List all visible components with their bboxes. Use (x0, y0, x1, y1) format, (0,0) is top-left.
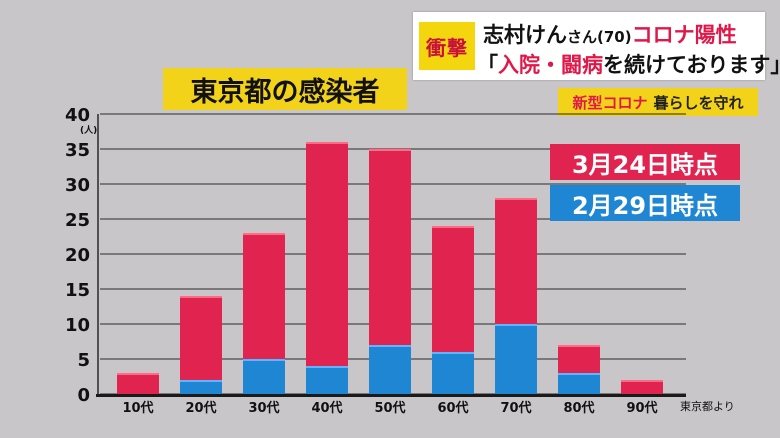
y-tick-label: 35 (65, 140, 90, 161)
bar-feb-30代 (243, 359, 285, 394)
headline-name-suffix: さん(70) (567, 28, 632, 46)
headline-name: 志村けん (483, 23, 567, 47)
chart-title: 東京都の感染者 (163, 68, 407, 110)
bar-feb-highlight (495, 324, 537, 326)
subtag-highlight: 新型コロナ (572, 93, 648, 112)
y-axis-ticks: 0 5 10 15 20 25 30 35 40 (65, 105, 90, 406)
x-tick-label: 30代 (248, 400, 279, 416)
bar-feb-70代 (495, 324, 537, 394)
bar-march-highlight (117, 373, 159, 375)
legend-march-24: 3月24日時点 (550, 144, 740, 180)
headline-status: コロナ陽性 (631, 23, 737, 47)
bar-feb-highlight (243, 359, 285, 361)
bar-feb-40代 (306, 366, 348, 394)
bar-march-highlight (306, 142, 348, 144)
x-tick-label: 70代 (500, 400, 531, 416)
bar-feb-80代 (558, 373, 600, 394)
bar-march-10代 (117, 373, 159, 394)
bar-march-90代 (621, 380, 663, 394)
x-axis-baseline (96, 394, 686, 397)
subtag-text: 暮らしを守れ (653, 93, 744, 112)
y-tick-label: 25 (65, 210, 90, 231)
headline-quote-highlight: 入院・闘病 (498, 53, 603, 77)
y-tick-label: 0 (77, 385, 90, 406)
bar-march-highlight (369, 149, 411, 151)
legend-feb-29: 2月29日時点 (550, 185, 740, 221)
x-tick-label: 10代 (122, 400, 153, 416)
x-axis-ticks: 10代 20代 30代 40代 50代 60代 70代 80代 90代 (122, 400, 657, 416)
bar-feb-highlight (558, 373, 600, 375)
x-tick-label: 50代 (374, 400, 405, 416)
bar-feb-50代 (369, 345, 411, 394)
bar-feb-highlight (369, 345, 411, 347)
bar-feb-highlight (180, 380, 222, 382)
headline-quote-rest: を続けております」 (603, 53, 780, 77)
headline-banner: 衝撃 志村けんさん(70)コロナ陽性 「入院・闘病を続けております」 (413, 12, 780, 80)
x-tick-label: 90代 (626, 400, 657, 416)
x-tick-label: 40代 (311, 400, 342, 416)
bar-march-20代 (180, 296, 222, 394)
headline-line1: 志村けんさん(70)コロナ陽性 (483, 19, 737, 49)
program-subtag: 新型コロナ 暮らしを守れ (558, 88, 758, 116)
y-tick-label: 20 (65, 245, 90, 266)
bar-march-highlight (621, 380, 663, 382)
bar-feb-20代 (180, 380, 222, 394)
y-tick-label: 15 (65, 280, 90, 301)
bar-march-40代 (306, 142, 348, 394)
x-tick-label: 20代 (185, 400, 216, 416)
bar-feb-60代 (432, 352, 474, 394)
bar-march-highlight (495, 198, 537, 200)
bar-march-highlight (180, 296, 222, 298)
headline-quote-open: 「 (477, 53, 498, 77)
bar-feb-highlight (306, 366, 348, 368)
headline-tag: 衝撃 (419, 22, 475, 70)
x-tick-label: 80代 (563, 400, 594, 416)
y-tick-label: 40 (65, 105, 90, 126)
y-tick-label: 5 (77, 350, 90, 371)
x-tick-label: 60代 (437, 400, 468, 416)
bar-march-highlight (243, 233, 285, 235)
chart-bars (117, 142, 663, 394)
y-tick-label: 10 (65, 315, 90, 336)
source-note: 東京都より (680, 399, 735, 413)
bar-march-highlight (558, 345, 600, 347)
y-tick-label: 30 (65, 175, 90, 196)
headline-line2: 「入院・闘病を続けております」 (477, 49, 780, 79)
y-axis-label: (人) (80, 124, 97, 136)
bar-feb-highlight (432, 352, 474, 354)
bar-march-highlight (432, 226, 474, 228)
